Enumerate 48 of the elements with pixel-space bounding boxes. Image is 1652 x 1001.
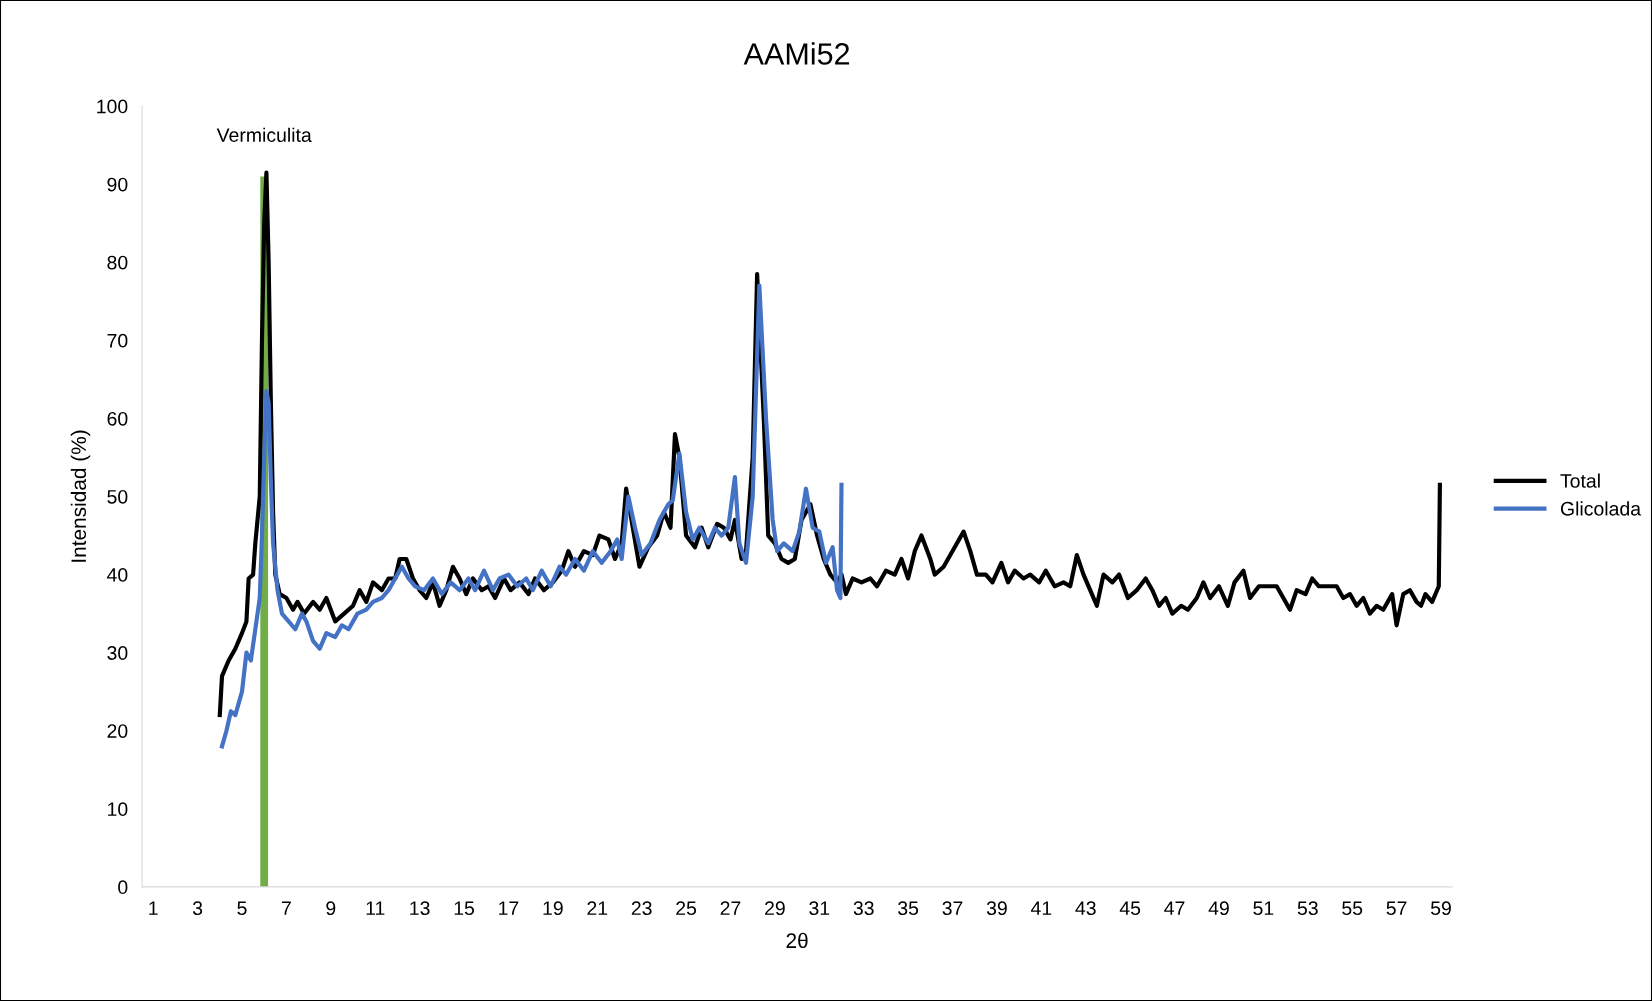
x-tick-label: 53 (1297, 901, 1318, 916)
x-tick-label: 25 (676, 901, 697, 916)
x-tick-label: 17 (499, 901, 519, 915)
x-tick-label: 13 (410, 901, 430, 916)
chart-title: AAMi52 (743, 42, 850, 65)
x-tick-label: 19 (543, 901, 563, 916)
y-tick-label: 80 (107, 255, 128, 270)
legend-label: Total (1560, 473, 1600, 488)
x-tick-label: 23 (631, 901, 652, 916)
x-tick-label: 35 (898, 901, 919, 916)
x-tick-label: 47 (1164, 901, 1185, 915)
legend-label: Glicolada (1560, 501, 1642, 516)
x-tick-label: 41 (1030, 901, 1052, 915)
x-tick-label: 27 (720, 901, 741, 915)
y-tick-label: 20 (107, 724, 128, 738)
x-tick-label: 3 (192, 901, 203, 916)
x-tick-label: 7 (281, 901, 291, 915)
line-series (219, 283, 844, 749)
x-tick-label: 59 (1430, 901, 1451, 916)
x-tick-label: 57 (1386, 901, 1407, 916)
x-tick-label: 39 (986, 901, 1007, 916)
x-tick-label: 1 (149, 901, 158, 915)
x-tick-label: 49 (1208, 901, 1229, 916)
x-axis-title: 2θ (786, 932, 808, 949)
y-tick-label: 60 (107, 411, 128, 426)
y-tick-label: 90 (107, 177, 128, 192)
y-tick-label: 30 (107, 646, 128, 660)
x-tick-label: 29 (765, 901, 785, 916)
y-tick-label: 40 (107, 568, 128, 582)
x-tick-label: 43 (1075, 901, 1096, 916)
x-tick-label: 15 (454, 901, 475, 916)
y-axis-title: Intensidad (%) (70, 430, 91, 562)
x-tick-label: 5 (237, 901, 247, 916)
y-tick-label: 70 (107, 333, 128, 348)
x-tick-label: 21 (587, 901, 608, 915)
x-tick-label: 11 (366, 901, 385, 915)
x-tick-label: 51 (1253, 901, 1274, 916)
x-tick-label: 37 (942, 901, 963, 916)
x-tick-label: 45 (1119, 901, 1141, 916)
y-tick-label: 50 (107, 489, 128, 504)
x-tick-label: 33 (853, 901, 874, 916)
x-tick-label: 9 (326, 901, 336, 916)
y-tick-label: 0 (118, 880, 128, 895)
x-tick-label: 31 (809, 901, 830, 916)
annotation: Vermiculita (216, 127, 312, 142)
y-tick-label: 10 (108, 802, 128, 817)
x-tick-label: 55 (1342, 901, 1363, 916)
y-tick-label: 100 (97, 99, 128, 114)
